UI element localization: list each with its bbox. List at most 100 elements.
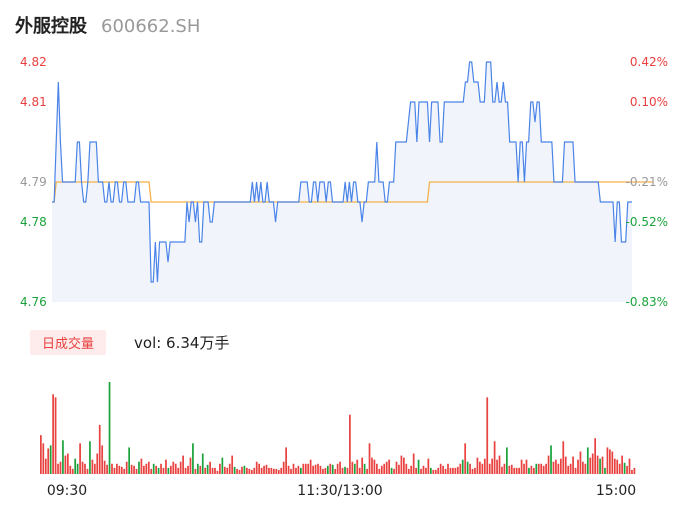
volume-bar	[228, 463, 231, 474]
volume-bar	[439, 463, 442, 474]
volume-bar	[589, 457, 592, 474]
volume-bar	[319, 465, 322, 474]
volume-bar	[415, 467, 417, 474]
intraday-price-chart: 4.82 0.42% 4.81 0.10% 4.79 -0.21% 4.78 -0.52% 4.…	[20, 55, 668, 309]
volume-bar	[322, 468, 324, 474]
volume-bar	[135, 468, 138, 474]
volume-bar	[385, 461, 388, 474]
volume-bar	[564, 456, 567, 474]
volume-bar	[273, 468, 275, 474]
volume-bar	[376, 463, 378, 474]
daily-volume-tab[interactable]: 日成交量	[30, 329, 107, 355]
volume-bar	[253, 467, 256, 474]
volume-bar	[380, 465, 383, 474]
volume-bar	[76, 463, 79, 474]
volume-bar	[471, 468, 474, 474]
volume-bar	[184, 467, 187, 474]
volume-bar	[62, 440, 64, 474]
volume-bar	[515, 467, 518, 474]
volume-bar	[44, 458, 47, 474]
volume-bar	[368, 443, 371, 474]
volume-bar	[192, 443, 194, 474]
volume-bar	[454, 467, 457, 474]
volume-bar	[474, 467, 476, 474]
volume-bar	[280, 467, 283, 474]
volume-bar	[479, 461, 481, 474]
volume-bar	[96, 453, 99, 474]
volume-bar	[86, 468, 89, 474]
volume-bar	[165, 459, 167, 474]
volume-bar	[429, 467, 432, 474]
volume-bar	[469, 463, 471, 474]
volume-bar	[133, 465, 135, 474]
volume-bar	[113, 467, 116, 474]
volume-bar	[616, 459, 619, 474]
volume-bar	[584, 463, 587, 474]
volume-bar	[111, 463, 113, 474]
volume-bar	[285, 447, 287, 474]
volume-bar	[530, 465, 533, 474]
volume-bar	[537, 463, 540, 474]
volume-bar	[118, 465, 121, 474]
volume-bar	[525, 459, 528, 474]
volume-bar	[145, 463, 148, 474]
volume-bar	[491, 458, 494, 474]
volume-bar	[123, 468, 126, 474]
volume-bar	[128, 447, 131, 474]
volume-bar	[326, 465, 329, 474]
volume-bar	[312, 465, 314, 474]
volume-bar	[412, 453, 415, 474]
volume-bar	[344, 466, 346, 474]
volume-bar	[84, 463, 86, 474]
volume-bar	[459, 463, 462, 474]
volume-bar	[177, 467, 180, 474]
volume-bar	[106, 464, 108, 474]
volume-bar	[331, 464, 334, 474]
volume-bar	[287, 465, 290, 474]
volume-bar	[601, 456, 604, 474]
volume-bar	[383, 463, 386, 474]
percent-tick-label: -0.83%	[626, 295, 668, 309]
price-tick-label: 4.82	[20, 55, 47, 69]
volume-bar	[520, 459, 523, 474]
volume-bar	[157, 467, 160, 474]
volume-header: 日成交量 vol: 6.34万手	[30, 329, 229, 355]
volume-bar	[66, 453, 69, 474]
volume-bar	[557, 463, 560, 474]
volume-bar	[626, 465, 628, 474]
volume-bar	[52, 394, 54, 474]
volume-bar	[270, 467, 273, 474]
volume-bar	[461, 459, 464, 474]
volume-bar	[528, 467, 530, 474]
volume-bar	[388, 459, 390, 474]
volume-bar	[334, 468, 337, 474]
volume-bar	[263, 465, 265, 474]
volume-bar	[572, 456, 574, 474]
volume-bar	[613, 458, 616, 474]
stock-name: 外服控股	[15, 16, 87, 37]
volume-bar	[417, 459, 420, 474]
volume-bar	[582, 461, 584, 474]
volume-bar	[361, 457, 364, 474]
volume-bar	[510, 464, 513, 474]
volume-bar	[187, 465, 189, 474]
volume-bar	[486, 397, 489, 474]
volume-bar	[390, 467, 393, 474]
volume-bar	[209, 461, 211, 474]
volume-bar	[466, 461, 469, 474]
volume-bar	[481, 463, 484, 474]
volume-bar	[189, 457, 192, 474]
volume-bar	[42, 443, 45, 474]
volume-bar	[79, 443, 81, 474]
volume-bar	[393, 468, 395, 474]
volume-bar	[346, 467, 349, 474]
time-tick-label: 15:00	[596, 483, 636, 499]
volume-bar	[233, 466, 236, 474]
stock-header: 外服控股 600662.SH	[15, 12, 200, 40]
volume-bar	[216, 470, 219, 474]
volume-bar	[633, 467, 636, 474]
volume-bar	[442, 465, 444, 474]
volume-bar	[506, 447, 508, 474]
volume-bar	[444, 468, 447, 474]
volume-bar	[371, 457, 373, 474]
